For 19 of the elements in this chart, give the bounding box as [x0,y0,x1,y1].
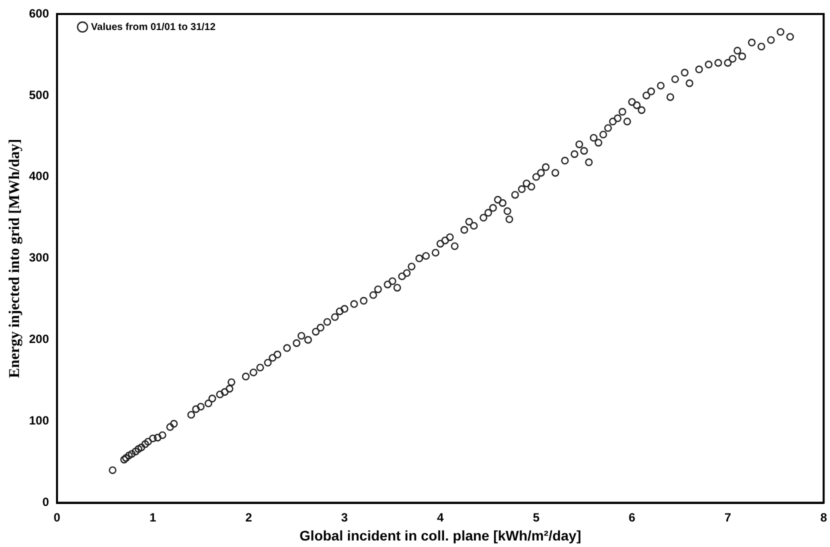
y-tick-label: 600 [28,6,50,20]
x-tick-label: 6 [628,510,636,524]
x-tick-label: 8 [820,510,828,524]
y-tick-label: 500 [28,88,50,102]
y-tick-label: 300 [28,250,50,265]
x-tick-label: 0 [54,510,61,524]
y-axis-title: Energy injected into grid [MWh/day] [6,138,23,378]
legend-label: Values from 01/01 to 31/12 [91,22,216,33]
x-tick-label: 2 [245,510,252,524]
x-tick-label: 1 [150,510,157,524]
x-tick-label: 4 [437,510,444,524]
y-tick-label: 0 [42,495,50,510]
y-tick-label: 400 [28,169,50,184]
x-tick-label: 5 [532,510,540,524]
x-axis-title: Global incident in coll. plane [kWh/m²/day] [300,527,582,544]
y-tick-label: 100 [28,414,50,428]
y-tick-label: 200 [28,332,50,346]
x-tick-label: 7 [724,510,732,524]
x-tick-label: 3 [341,510,348,524]
